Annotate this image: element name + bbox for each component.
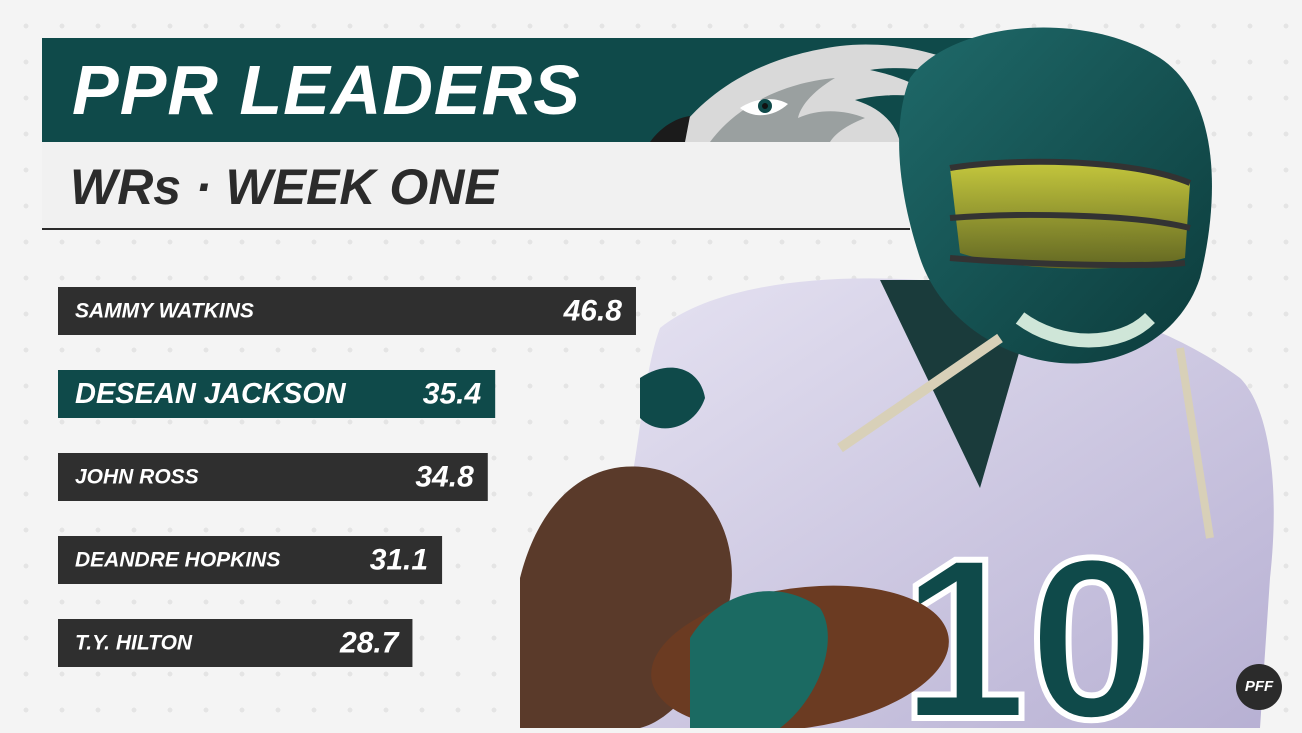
- bar-label: T.Y. HILTON: [75, 632, 193, 655]
- bar: [58, 287, 636, 335]
- bar: [58, 453, 488, 501]
- pff-logo: PFF: [1236, 664, 1282, 710]
- bar-label: SAMMY WATKINS: [75, 300, 254, 323]
- page-title: PPR LEADERS: [72, 51, 581, 129]
- bar-chart: SAMMY WATKINS 46.8 DESEAN JACKSON 35.4 JOHN …: [58, 287, 636, 667]
- bar-label: DEANDRE HOPKINS: [75, 549, 280, 572]
- page-subtitle: WRs · WEEK ONE: [70, 159, 498, 215]
- bar-row: SAMMY WATKINS 46.8: [58, 287, 636, 335]
- bar-value-label: 46.8: [563, 295, 623, 328]
- bar-label: DESEAN JACKSON: [75, 378, 347, 410]
- bar-row: DEANDRE HOPKINS 31.1: [58, 536, 443, 584]
- football-player-photo: 10: [480, 18, 1302, 733]
- bar-value-label: 34.8: [415, 461, 474, 494]
- bar: [58, 536, 443, 584]
- bar: [58, 370, 496, 418]
- bar-row: DESEAN JACKSON 35.4: [58, 370, 496, 418]
- bar-label: JOHN ROSS: [75, 466, 199, 489]
- bar-value-label: 35.4: [423, 378, 482, 411]
- bar: [58, 619, 413, 667]
- eagle-head-logo: [630, 38, 990, 142]
- bar-row: T.Y. HILTON 28.7: [58, 619, 413, 667]
- bar-row: JOHN ROSS 34.8: [58, 453, 488, 501]
- subtitle-band: [42, 142, 910, 228]
- bar-value-label: 28.7: [339, 627, 400, 660]
- subtitle-divider: [42, 228, 910, 230]
- bar-value-label: 31.1: [370, 544, 428, 577]
